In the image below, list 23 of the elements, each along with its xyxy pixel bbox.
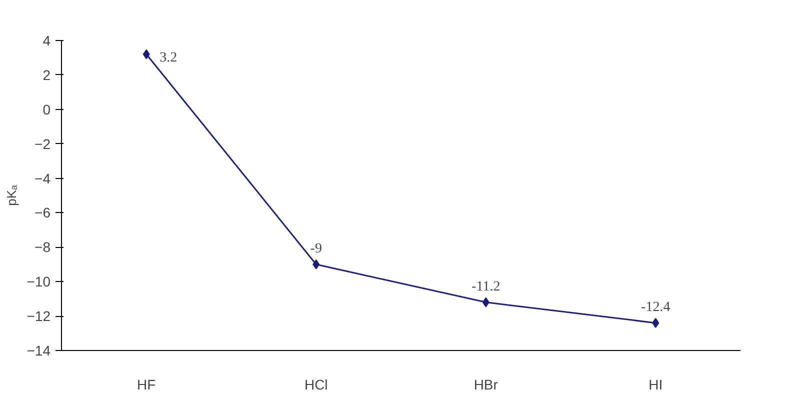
y-tick-label: 0 bbox=[42, 101, 51, 118]
y-tick-label: 4 bbox=[42, 32, 51, 48]
data-label: -9 bbox=[310, 241, 322, 256]
y-tick-label: −4 bbox=[34, 170, 51, 186]
y-tick-label: −10 bbox=[26, 274, 51, 290]
y-tick-label: −14 bbox=[26, 342, 51, 358]
y-tick-label: −12 bbox=[26, 308, 51, 324]
x-tick-label: HI bbox=[648, 376, 663, 392]
y-axis-title: pKₐ bbox=[4, 184, 19, 206]
point bbox=[312, 259, 320, 270]
x-tick-label: HBr bbox=[474, 376, 498, 392]
data-label: 3.2 bbox=[160, 50, 178, 66]
y-tick-label: −6 bbox=[34, 204, 51, 221]
x-tick-label: HCl bbox=[304, 376, 328, 392]
y-tick-label: −2 bbox=[34, 136, 51, 152]
point bbox=[652, 318, 660, 328]
y-tick-label: −8 bbox=[34, 239, 51, 256]
x-tick-label: HF bbox=[137, 376, 156, 392]
data-label: -11.2 bbox=[472, 279, 500, 294]
point bbox=[142, 49, 150, 60]
point bbox=[482, 297, 490, 308]
data-label: -12.4 bbox=[641, 300, 670, 315]
y-tick-label: 2 bbox=[42, 66, 51, 83]
